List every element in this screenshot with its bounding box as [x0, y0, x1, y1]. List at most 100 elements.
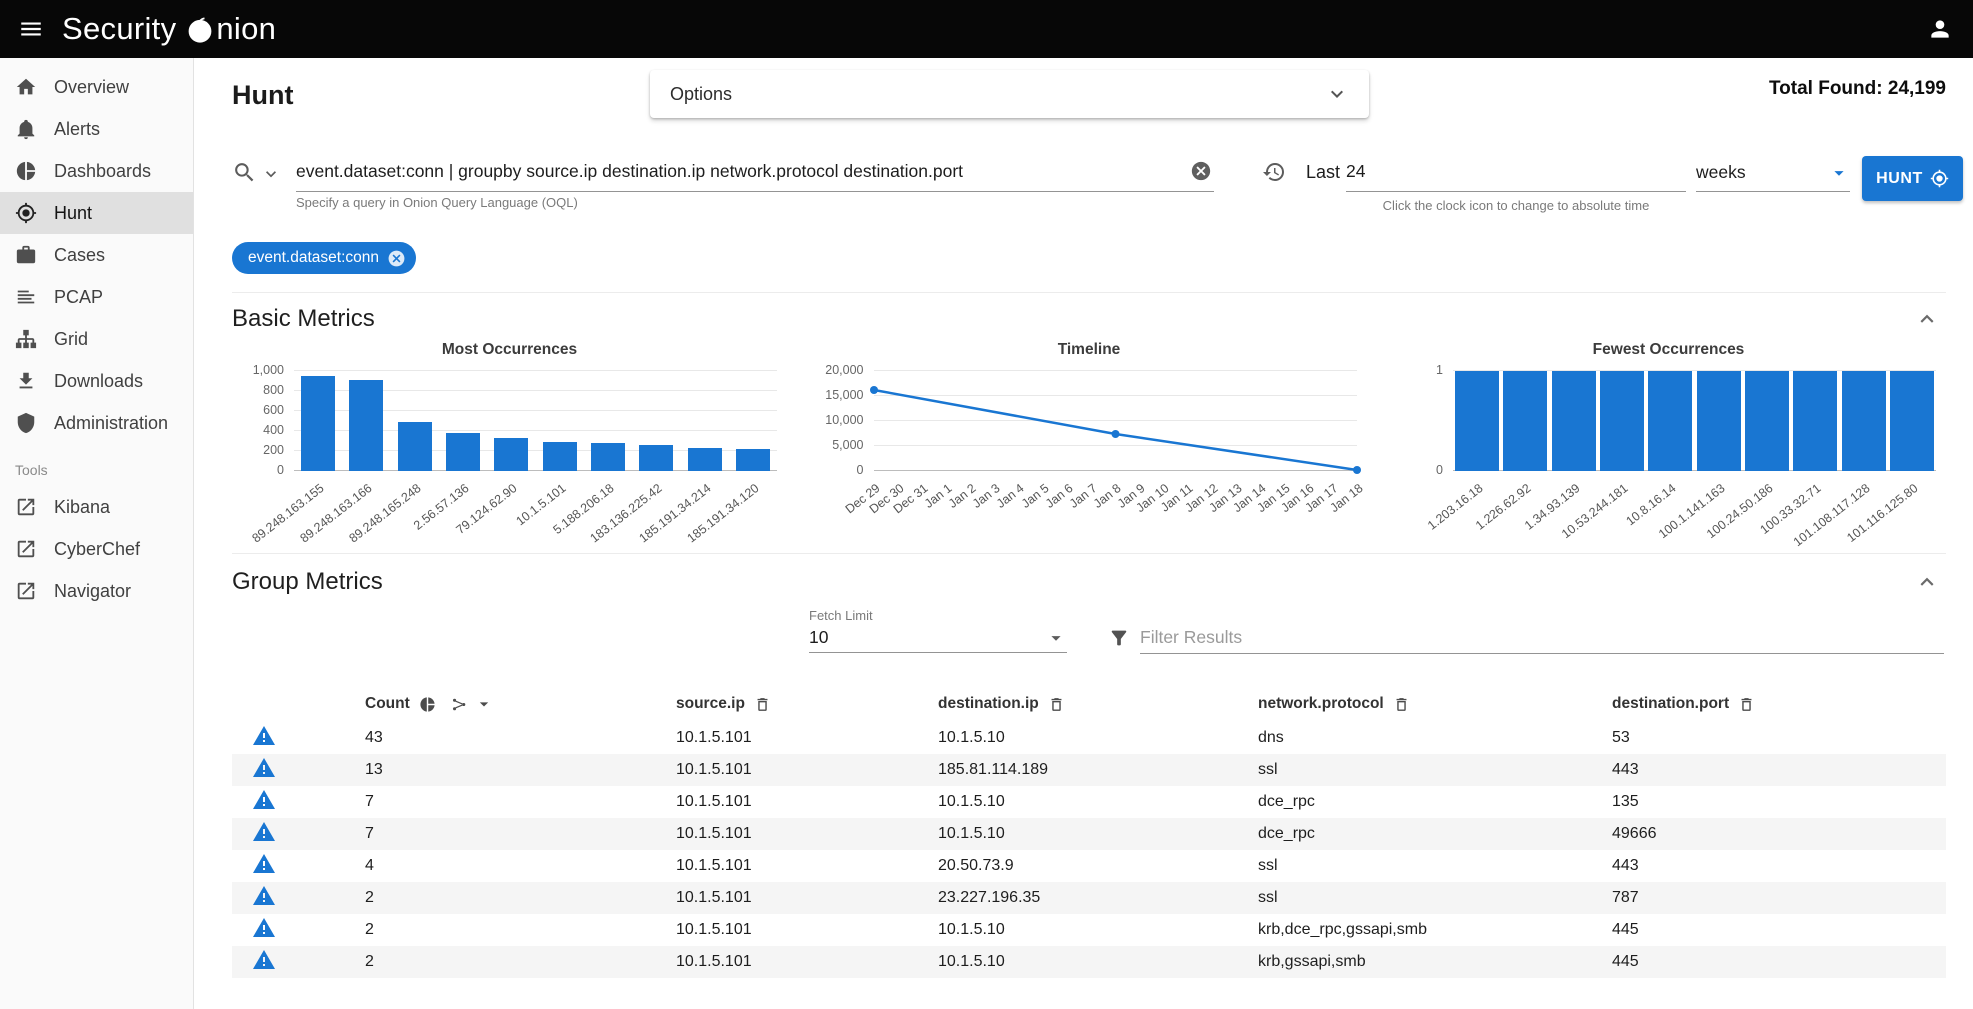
table-cell[interactable]: 10.1.5.10	[938, 953, 1258, 971]
time-history-icon[interactable]	[1262, 160, 1286, 184]
row-alert-button[interactable]	[251, 724, 277, 748]
table-cell[interactable]: 135	[1612, 793, 1946, 811]
row-alert-button[interactable]	[251, 884, 277, 908]
bar[interactable]	[1455, 371, 1499, 471]
table-cell[interactable]: 445	[1612, 921, 1946, 939]
table-cell[interactable]: ssl	[1258, 857, 1612, 875]
table-cell[interactable]: 10.1.5.101	[676, 857, 938, 875]
table-cell[interactable]: 43	[365, 729, 676, 747]
table-cell[interactable]: 4	[365, 857, 676, 875]
table-cell[interactable]: ssl	[1258, 889, 1612, 907]
bar[interactable]	[688, 448, 722, 471]
bar[interactable]	[591, 443, 625, 471]
bar[interactable]	[301, 376, 335, 471]
bar[interactable]	[1745, 371, 1789, 471]
filter-chip[interactable]: event.dataset:conn	[232, 242, 416, 274]
table-cell[interactable]: 10.1.5.10	[938, 825, 1258, 843]
bar[interactable]	[1552, 371, 1596, 471]
table-cell[interactable]: 185.81.114.189	[938, 761, 1258, 779]
query-input[interactable]	[296, 154, 1180, 188]
row-alert-button[interactable]	[251, 948, 277, 972]
row-alert-button[interactable]	[251, 852, 277, 876]
table-cell[interactable]: 443	[1612, 761, 1946, 779]
bar[interactable]	[494, 438, 528, 471]
table-cell[interactable]: dce_rpc	[1258, 793, 1612, 811]
timeline-point[interactable]	[1111, 430, 1119, 438]
remove-column-icon[interactable]	[1048, 696, 1065, 713]
table-cell[interactable]: 787	[1612, 889, 1946, 907]
bar[interactable]	[543, 442, 577, 472]
table-cell[interactable]: 20.50.73.9	[938, 857, 1258, 875]
bar[interactable]	[1890, 371, 1934, 471]
remove-filter-icon[interactable]	[387, 249, 406, 268]
query-history-caret-icon[interactable]	[261, 164, 281, 184]
hamburger-menu-button[interactable]	[0, 0, 62, 58]
bar[interactable]	[349, 380, 383, 471]
bar[interactable]	[1648, 371, 1692, 471]
table-cell[interactable]: 10.1.5.101	[676, 761, 938, 779]
sidebar-item-alerts[interactable]: Alerts	[0, 108, 193, 150]
table-cell[interactable]: 13	[365, 761, 676, 779]
collapse-basic-metrics-icon[interactable]	[1914, 306, 1940, 332]
bar[interactable]	[1793, 371, 1837, 471]
duration-input[interactable]	[1346, 154, 1686, 188]
bar[interactable]	[446, 433, 480, 472]
sidebar-item-hunt[interactable]: Hunt	[0, 192, 193, 234]
table-cell[interactable]: 10.1.5.101	[676, 953, 938, 971]
bar[interactable]	[1600, 371, 1644, 471]
remove-column-icon[interactable]	[1738, 696, 1755, 713]
graph-toggle-icon[interactable]	[451, 696, 468, 713]
row-alert-button[interactable]	[251, 756, 277, 780]
sidebar-item-pcap[interactable]: PCAP	[0, 276, 193, 318]
remove-column-icon[interactable]	[754, 696, 771, 713]
sidebar-item-downloads[interactable]: Downloads	[0, 360, 193, 402]
duration-unit-select[interactable]: weeks	[1696, 154, 1850, 192]
table-cell[interactable]: 10.1.5.101	[676, 729, 938, 747]
clear-query-icon[interactable]	[1190, 160, 1212, 182]
table-cell[interactable]: 443	[1612, 857, 1946, 875]
table-cell[interactable]: 7	[365, 825, 676, 843]
table-cell[interactable]: dce_rpc	[1258, 825, 1612, 843]
sidebar-item-overview[interactable]: Overview	[0, 66, 193, 108]
bar[interactable]	[736, 449, 770, 471]
table-cell[interactable]: dns	[1258, 729, 1612, 747]
sidebar-item-administration[interactable]: Administration	[0, 402, 193, 444]
remove-column-icon[interactable]	[1393, 696, 1410, 713]
table-cell[interactable]: 445	[1612, 953, 1946, 971]
hunt-button[interactable]: HUNT	[1862, 156, 1963, 201]
sidebar-tool-cyberchef[interactable]: CyberChef	[0, 528, 193, 570]
options-expander[interactable]: Options	[650, 70, 1369, 118]
sidebar-item-grid[interactable]: Grid	[0, 318, 193, 360]
table-cell[interactable]: 10.1.5.101	[676, 921, 938, 939]
fetch-limit-select[interactable]: Fetch Limit 10	[809, 608, 1067, 653]
table-cell[interactable]: 2	[365, 953, 676, 971]
bar[interactable]	[1697, 371, 1741, 471]
bar[interactable]	[1503, 371, 1547, 471]
bar[interactable]	[639, 445, 673, 471]
user-account-button[interactable]	[1907, 0, 1973, 58]
row-alert-button[interactable]	[251, 788, 277, 812]
table-cell[interactable]: 49666	[1612, 825, 1946, 843]
table-cell[interactable]: 10.1.5.10	[938, 921, 1258, 939]
table-cell[interactable]: 2	[365, 921, 676, 939]
table-cell[interactable]: krb,gssapi,smb	[1258, 953, 1612, 971]
count-options-caret-icon[interactable]	[474, 694, 494, 714]
table-cell[interactable]: 10.1.5.10	[938, 729, 1258, 747]
timeline-point[interactable]	[870, 386, 878, 394]
table-cell[interactable]: 23.227.196.35	[938, 889, 1258, 907]
sidebar-item-cases[interactable]: Cases	[0, 234, 193, 276]
table-cell[interactable]: 53	[1612, 729, 1946, 747]
row-alert-button[interactable]	[251, 820, 277, 844]
collapse-group-metrics-icon[interactable]	[1914, 569, 1940, 595]
table-cell[interactable]: 10.1.5.101	[676, 825, 938, 843]
bar[interactable]	[1842, 371, 1886, 471]
sidebar-item-dashboards[interactable]: Dashboards	[0, 150, 193, 192]
sidebar-tool-navigator[interactable]: Navigator	[0, 570, 193, 612]
table-cell[interactable]: 7	[365, 793, 676, 811]
table-cell[interactable]: ssl	[1258, 761, 1612, 779]
row-alert-button[interactable]	[251, 916, 277, 940]
table-cell[interactable]: 10.1.5.10	[938, 793, 1258, 811]
filter-results-input[interactable]	[1140, 622, 1944, 654]
bar[interactable]	[398, 422, 432, 471]
table-cell[interactable]: krb,dce_rpc,gssapi,smb	[1258, 921, 1612, 939]
